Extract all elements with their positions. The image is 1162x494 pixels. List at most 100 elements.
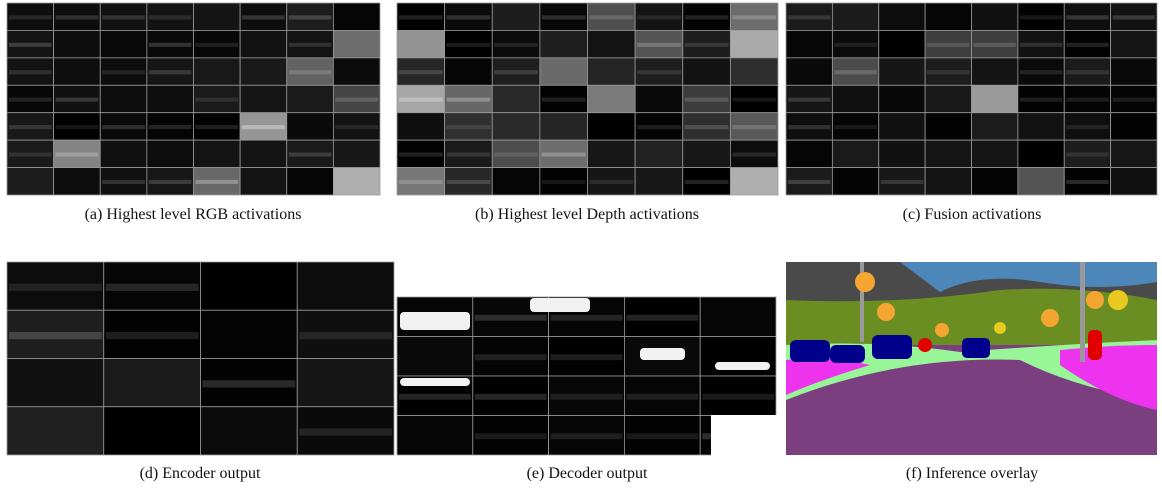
activation-cell (925, 113, 971, 140)
activation-cell (297, 359, 394, 407)
activation-cell (925, 3, 971, 30)
activation-band (626, 433, 698, 439)
caption: (d) Encoder output (140, 465, 261, 482)
activation-cell (492, 85, 540, 112)
activation-cell (588, 58, 636, 85)
activation-band (788, 180, 830, 184)
activation-cell (194, 3, 241, 30)
activation-band (542, 98, 586, 102)
activation-band (475, 394, 547, 400)
decoder-blob (530, 298, 590, 312)
activation-band (102, 125, 145, 129)
activation-cell (683, 140, 731, 167)
activation-band (590, 180, 634, 184)
activation-band (56, 152, 99, 156)
activation-band (289, 15, 332, 19)
activation-cell (333, 58, 380, 85)
activation-band (1066, 180, 1108, 184)
activation-band (1066, 15, 1108, 19)
activation-cell (972, 58, 1018, 85)
activation-cell (832, 140, 878, 167)
activation-cell (100, 140, 147, 167)
activation-cell (54, 168, 101, 195)
activation-cell (147, 140, 194, 167)
activation-band (399, 15, 443, 19)
activation-cell (104, 359, 201, 407)
activation-cell (397, 416, 473, 456)
car (872, 335, 912, 359)
activation-band (475, 315, 547, 321)
activation-band (9, 152, 52, 156)
activation-cell (972, 85, 1018, 112)
activation-band (788, 15, 830, 19)
activation-band (335, 98, 378, 102)
activation-band (637, 43, 681, 47)
page: (a) Highest level RGB activations (b) Hi… (0, 0, 1162, 489)
tree (855, 272, 875, 292)
activation-band (637, 15, 681, 19)
decoder-blob (640, 348, 685, 360)
activation-band (399, 98, 443, 102)
activation-band (447, 180, 491, 184)
activation-cell (730, 30, 778, 57)
activation-cell (201, 407, 298, 455)
activation-band (732, 152, 776, 156)
decoder-blob (400, 378, 470, 386)
activation-cell (1018, 113, 1064, 140)
activation-cell (287, 85, 334, 112)
activation-band (475, 433, 547, 439)
activation-cell (54, 30, 101, 57)
activation-cell (240, 140, 287, 167)
activation-band (242, 125, 285, 129)
activation-band (149, 15, 192, 19)
activation-cell (1111, 113, 1157, 140)
activation-cell (104, 407, 201, 455)
person (1088, 330, 1102, 360)
activation-band (149, 125, 192, 129)
activation-cell (925, 140, 971, 167)
activation-cell (201, 310, 298, 358)
activation-cell (588, 85, 636, 112)
activation-band (551, 354, 623, 360)
activation-cell (240, 85, 287, 112)
activation-band (335, 125, 378, 129)
activation-band (542, 15, 586, 19)
activation-band (447, 98, 491, 102)
activation-cell (333, 30, 380, 57)
activation-band (106, 332, 199, 339)
activation-band (1020, 15, 1062, 19)
activation-cell (100, 85, 147, 112)
activation-cell (635, 140, 683, 167)
activation-band (9, 98, 52, 102)
activation-cell (1018, 140, 1064, 167)
activation-band (927, 70, 969, 74)
activation-band (289, 152, 332, 156)
activation-cell (879, 30, 925, 57)
activation-band (9, 284, 102, 291)
decoder-blob (400, 312, 470, 330)
activation-cell (879, 58, 925, 85)
inference-overlay (786, 262, 1157, 455)
activation-cell (879, 140, 925, 167)
activation-cell (1111, 140, 1157, 167)
activation-band (1066, 70, 1108, 74)
activation-band (685, 125, 729, 129)
activation-cell (832, 168, 878, 195)
activation-band (299, 428, 392, 435)
activation-cell (879, 113, 925, 140)
activation-band (685, 180, 729, 184)
activation-cell (147, 85, 194, 112)
activation-cell (832, 85, 878, 112)
activation-cell (397, 337, 473, 377)
activation-band (732, 98, 776, 102)
activation-band (542, 152, 586, 156)
caption: (a) Highest level RGB activations (85, 206, 302, 223)
activation-band (974, 43, 1016, 47)
activation-cell (240, 168, 287, 195)
activation-band (927, 43, 969, 47)
activation-cell (201, 262, 298, 310)
activation-cell (588, 113, 636, 140)
activation-band (685, 43, 729, 47)
activation-cell (635, 85, 683, 112)
activation-cell (7, 168, 54, 195)
